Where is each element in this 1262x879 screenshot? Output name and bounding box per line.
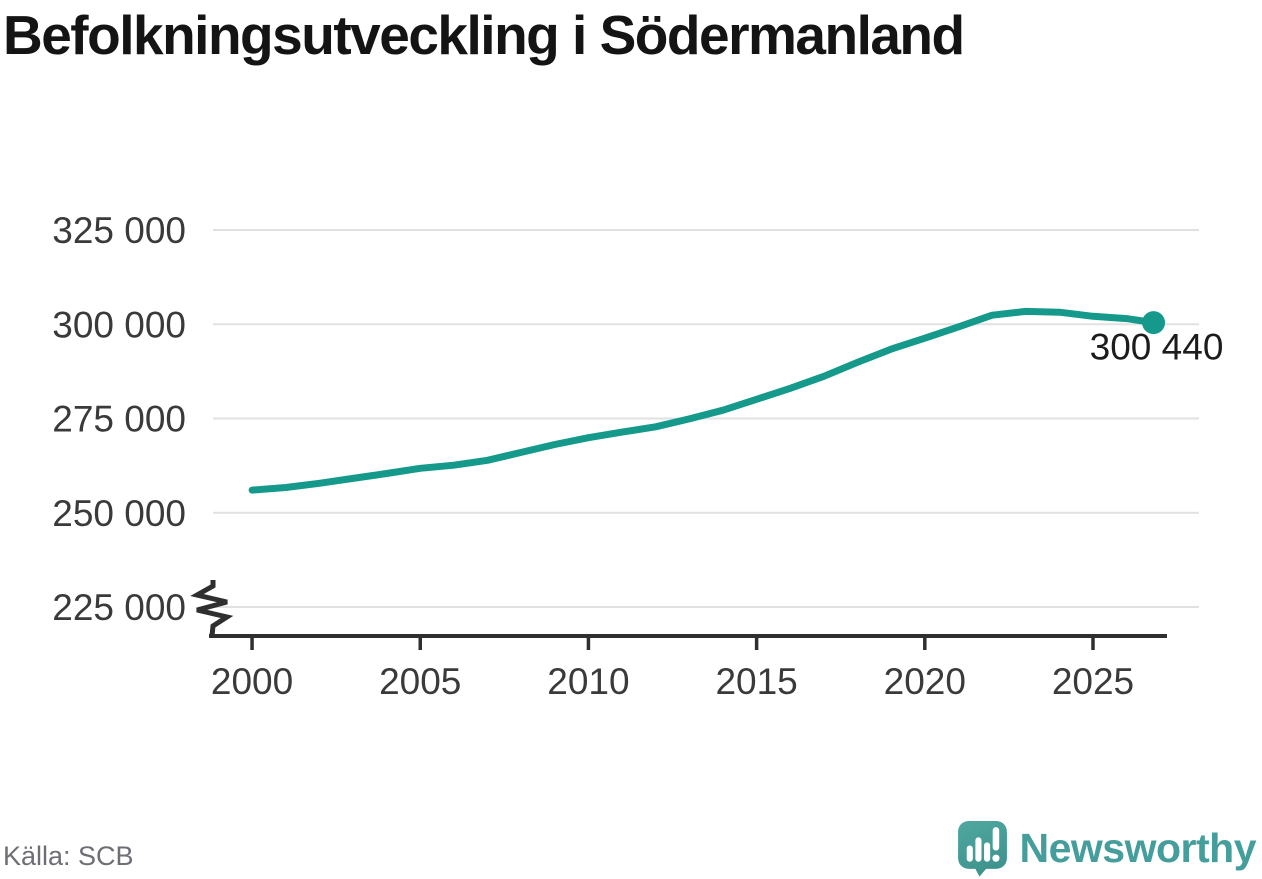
x-axis-tick-label: 2025 <box>1052 661 1134 702</box>
logo-exclamation-dot <box>991 854 999 862</box>
x-axis-tick-label: 2005 <box>379 661 461 702</box>
x-axis-tick-label: 2000 <box>211 661 293 702</box>
y-axis-tick-label: 300 000 <box>52 304 186 345</box>
x-axis-tick-label: 2015 <box>715 661 797 702</box>
x-axis-tick-label: 2010 <box>547 661 629 702</box>
axis-break-zigzag <box>190 580 234 637</box>
logo-exclamation-bar <box>992 826 999 851</box>
newsworthy-logo: Newsworthy <box>957 818 1257 878</box>
x-axis-tick-label: 2020 <box>884 661 966 702</box>
logo-bubble <box>957 820 1007 877</box>
chart-title: Befolkningsutveckling i Södermanland <box>3 4 965 66</box>
y-axis-tick-label: 275 000 <box>52 399 186 440</box>
end-value-label: 300 440 <box>1090 327 1224 368</box>
y-axis-tick-label: 325 000 <box>52 210 186 251</box>
y-axis-tick-label: 250 000 <box>52 493 186 534</box>
newsworthy-speech-bubble-bars-icon <box>957 820 1007 877</box>
y-axis-tick-label: 225 000 <box>52 587 186 628</box>
series-end-dot <box>1142 311 1166 335</box>
logo-bar-short <box>966 844 973 862</box>
newsworthy-wordmark: Newsworthy <box>1019 824 1257 871</box>
population-series-line <box>248 307 1157 494</box>
logo-bar-tall <box>974 836 981 862</box>
logo-bar-medium <box>983 841 990 862</box>
source-note: Källa: SCB <box>3 841 134 871</box>
